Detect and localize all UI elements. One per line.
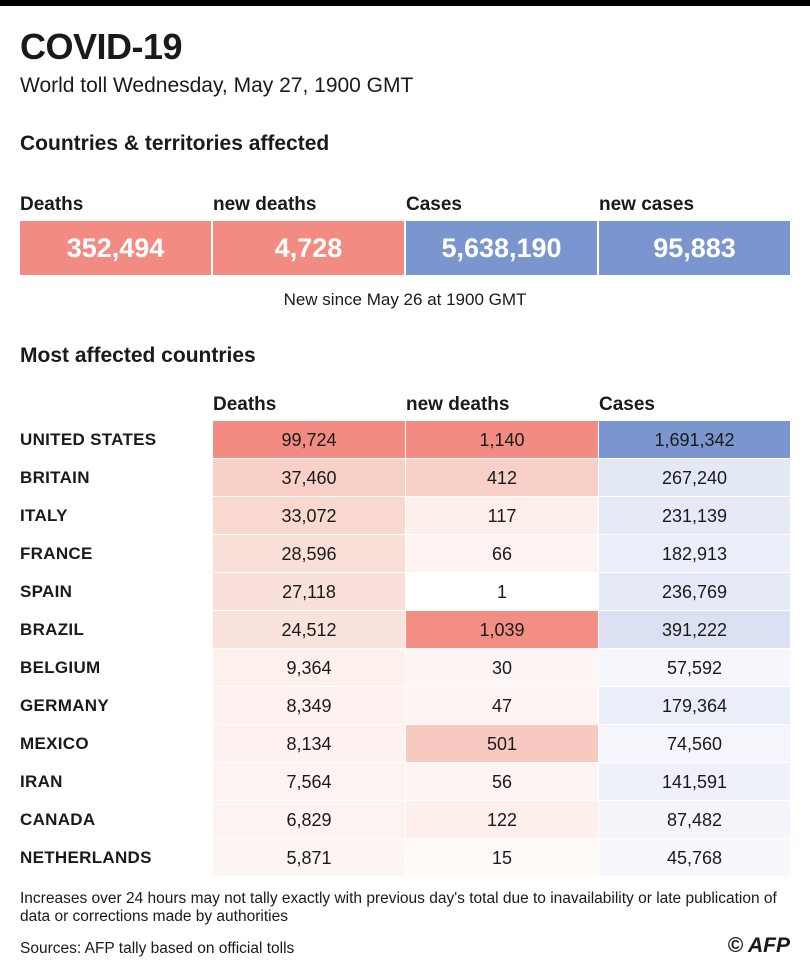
deaths-cell: 99,724 [213, 421, 406, 459]
summary-label-new-deaths: new deaths [213, 194, 317, 215]
summary-box-deaths: 352,494 [20, 221, 211, 275]
cases-cell: 74,560 [599, 725, 791, 763]
country-name: FRANCE [20, 544, 93, 563]
country-name: BELGIUM [20, 658, 101, 677]
new-deaths-cell: 412 [406, 459, 599, 497]
column-header-cases: Cases [599, 394, 655, 415]
new-deaths-cell: 117 [406, 497, 599, 535]
summary-heading: Countries & territories affected [20, 132, 330, 155]
country-name: BRITAIN [20, 468, 90, 487]
deaths-cell: 5,871 [213, 839, 406, 877]
table-heading: Most affected countries [20, 344, 256, 367]
since-note: New since May 26 at 1900 GMT [283, 290, 527, 309]
new-deaths-cell: 66 [406, 535, 599, 573]
page-title: COVID-19 [20, 26, 183, 67]
deaths-cell: 6,829 [213, 801, 406, 839]
country-name: UNITED STATES [20, 430, 157, 449]
top-bar [0, 0, 810, 6]
summary-label-new-cases: new cases [599, 194, 695, 215]
deaths-cell: 8,349 [213, 687, 406, 725]
deaths-cell: 8,134 [213, 725, 406, 763]
cases-cell: 391,222 [599, 611, 791, 649]
summary-label-deaths: Deaths [20, 194, 84, 215]
footnote: Increases over 24 hours may not tally ex… [20, 890, 777, 925]
cases-cell: 231,139 [599, 497, 791, 535]
country-name: GERMANY [20, 696, 109, 715]
country-name: SPAIN [20, 582, 73, 601]
summary-box-cases: 5,638,190 [406, 221, 597, 275]
summary-box-new-cases: 95,883 [599, 221, 790, 275]
deaths-cell: 24,512 [213, 611, 406, 649]
country-name: MEXICO [20, 734, 89, 753]
new-deaths-cell: 501 [406, 725, 599, 763]
deaths-cell: 7,564 [213, 763, 406, 801]
column-header-deaths: Deaths [213, 394, 277, 415]
summary-box-new-deaths: 4,728 [213, 221, 404, 275]
cases-cell: 267,240 [599, 459, 791, 497]
new-deaths-cell: 1 [406, 573, 599, 611]
cases-cell: 141,591 [599, 763, 791, 801]
cases-cell: 182,913 [599, 535, 791, 573]
new-deaths-cell: 56 [406, 763, 599, 801]
deaths-cell: 37,460 [213, 459, 406, 497]
new-deaths-cell: 1,140 [406, 421, 599, 459]
afp-logo: © AFP [727, 934, 790, 957]
column-header-new-deaths: new deaths [406, 394, 510, 415]
country-name: BRAZIL [20, 620, 85, 639]
page-subtitle: World toll Wednesday, May 27, 1900 GMT [20, 74, 414, 97]
country-name: IRAN [20, 772, 63, 791]
deaths-cell: 27,118 [213, 573, 406, 611]
deaths-cell: 28,596 [213, 535, 406, 573]
deaths-cell: 33,072 [213, 497, 406, 535]
new-deaths-cell: 122 [406, 801, 599, 839]
cases-cell: 45,768 [599, 839, 791, 877]
summary-label-cases: Cases [406, 194, 462, 215]
cases-cell: 179,364 [599, 687, 791, 725]
deaths-cell: 9,364 [213, 649, 406, 687]
sources-note: Sources: AFP tally based on official tol… [20, 940, 295, 957]
new-deaths-cell: 15 [406, 839, 599, 877]
new-deaths-cell: 47 [406, 687, 599, 725]
cases-cell: 236,769 [599, 573, 791, 611]
country-name: ITALY [20, 506, 68, 525]
new-deaths-cell: 30 [406, 649, 599, 687]
cases-cell: 1,691,342 [599, 421, 791, 459]
country-name: CANADA [20, 810, 96, 829]
country-name: NETHERLANDS [20, 848, 152, 867]
cases-cell: 57,592 [599, 649, 791, 687]
cases-cell: 87,482 [599, 801, 791, 839]
new-deaths-cell: 1,039 [406, 611, 599, 649]
